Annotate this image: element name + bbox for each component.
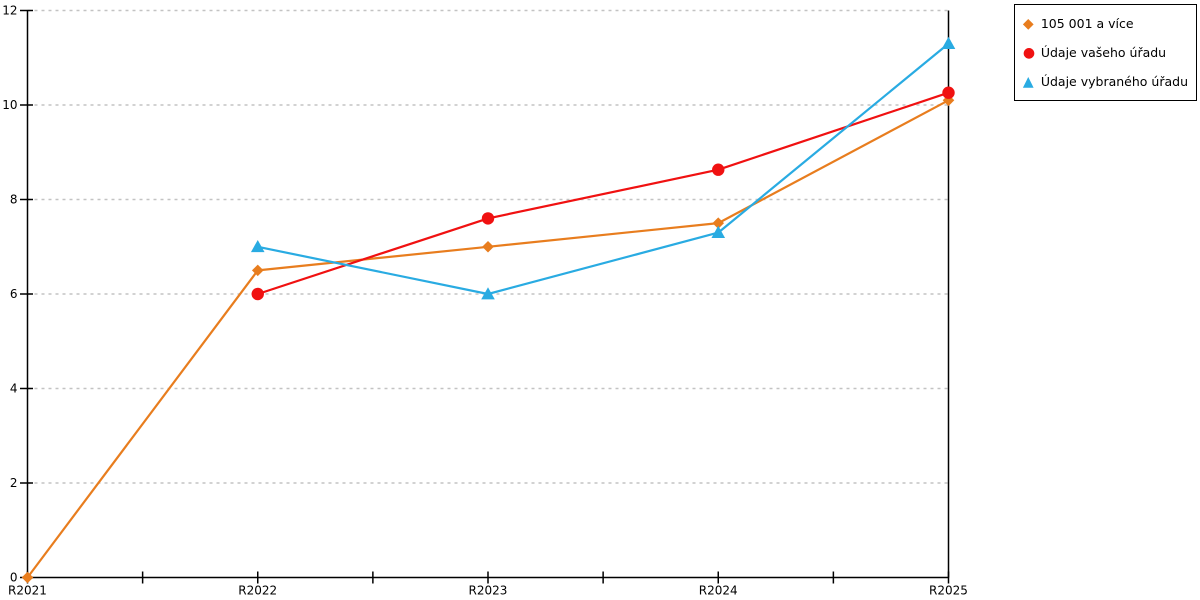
triangle-marker-icon: ▲ <box>1022 73 1034 90</box>
svg-text:R2023: R2023 <box>469 584 508 598</box>
svg-text:0: 0 <box>10 571 18 585</box>
svg-text:10: 10 <box>2 98 17 112</box>
svg-text:4: 4 <box>10 382 18 396</box>
legend-label: 105 001 a více <box>1040 16 1134 31</box>
svg-text:12: 12 <box>2 4 17 18</box>
circle-marker-icon: ● <box>1022 44 1036 61</box>
svg-text:2: 2 <box>10 476 18 490</box>
legend-label: Údaje vašeho úřadu <box>1040 45 1167 60</box>
legend-item: ● Údaje vašeho úřadu <box>1023 38 1188 67</box>
y-axis-labels: 0 2 4 6 8 10 12 <box>2 4 17 585</box>
svg-text:6: 6 <box>10 287 18 301</box>
svg-text:8: 8 <box>10 193 18 207</box>
series-lines <box>26 42 950 579</box>
legend-item: ◆ 105 001 a více <box>1023 9 1188 38</box>
x-axis-labels: R2021 R2022 R2023 R2024 R2025 <box>8 584 968 598</box>
legend-item: ▲ Údaje vybraného úřadu <box>1023 67 1188 96</box>
svg-text:R2021: R2021 <box>8 584 47 598</box>
svg-text:R2022: R2022 <box>238 584 277 598</box>
legend-label: Údaje vybraného úřadu <box>1040 74 1188 89</box>
series-markers <box>21 36 956 584</box>
svg-text:R2024: R2024 <box>699 584 738 598</box>
svg-text:R2025: R2025 <box>929 584 968 598</box>
diamond-marker-icon: ◆ <box>1022 15 1034 32</box>
legend: ◆ 105 001 a více ● Údaje vašeho úřadu ▲ … <box>1013 4 1197 101</box>
